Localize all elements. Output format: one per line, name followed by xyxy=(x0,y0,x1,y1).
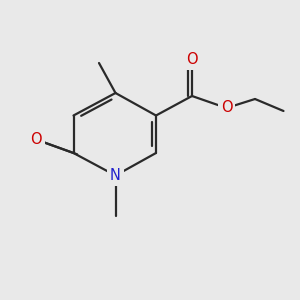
Text: N: N xyxy=(110,168,121,183)
Text: O: O xyxy=(30,132,42,147)
Text: O: O xyxy=(221,100,232,116)
Text: O: O xyxy=(186,52,198,68)
